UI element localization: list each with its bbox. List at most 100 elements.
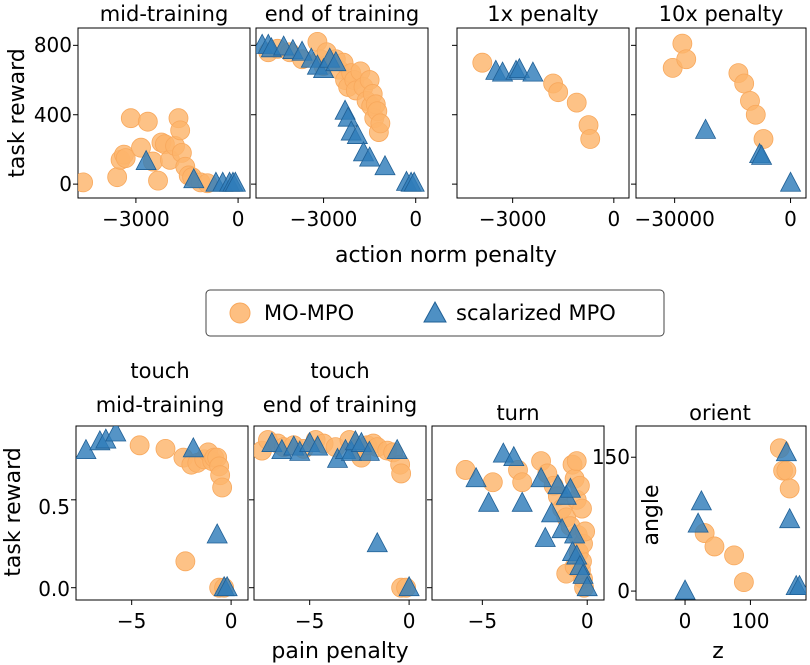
axes-frame-mid-training	[77, 27, 251, 199]
ylabel-task-reward-bottom: task reward	[1, 447, 26, 577]
scalarized-point	[694, 118, 717, 139]
points-touch_mid_training	[76, 426, 238, 598]
scalarized-point	[403, 171, 425, 192]
scalarized-point	[778, 507, 801, 529]
scalarized-point	[788, 574, 806, 596]
mompo-point	[733, 572, 754, 593]
scalarized-point	[530, 466, 552, 488]
scalarized-point	[386, 438, 408, 460]
title-10x-penalty: 10x penalty	[659, 2, 784, 26]
mompo-point	[512, 472, 533, 493]
mompo-point	[370, 113, 391, 134]
scalarized-point	[477, 491, 500, 512]
mompo-point	[779, 478, 800, 499]
chart-marks: −3000 0 −3000 0 −3000 0 −30000 0−5 0 −5 0 −5 0 0 10001…	[71, 31, 806, 633]
scalarized-point	[325, 50, 347, 72]
mompo-point	[129, 435, 150, 456]
mompo-point	[724, 545, 744, 566]
axes-frame-orient	[635, 425, 807, 601]
scalarized-point	[779, 171, 802, 192]
axes-frame-turn	[431, 425, 605, 601]
mompo-point	[704, 536, 725, 557]
scalarized-point	[306, 435, 329, 456]
mompo-point	[745, 104, 766, 125]
ytick-label-800: 800	[34, 33, 72, 57]
scalarized-point	[690, 489, 713, 511]
axes-frame-10x-penalty	[635, 27, 807, 199]
scalarized-point	[183, 167, 205, 189]
ytick-label-orient: 150	[592, 445, 630, 469]
scalarized-point	[750, 144, 773, 165]
ytick-label-orient: 0	[617, 579, 630, 603]
xtick-label-10x_penalty: −30000	[634, 207, 714, 231]
xtick-label-1x_penalty: −3000	[479, 207, 547, 231]
scalarized-point	[563, 523, 586, 544]
scalarized-point	[398, 575, 420, 597]
scalarized-point	[775, 440, 798, 462]
axes-frame-touch-mid-training	[75, 425, 249, 601]
scalarized-point	[182, 436, 204, 458]
legend-mompo-label: MO-MPO	[264, 301, 354, 325]
xlabel-pain-penalty: pain penalty	[271, 639, 408, 664]
scalarized-point	[551, 517, 573, 539]
xtick-label-orient: 100	[731, 609, 769, 633]
scalarized-point	[522, 61, 544, 82]
scalarized-point	[206, 523, 228, 544]
xlabel-z: z	[712, 639, 724, 664]
xtick-label-touch_mid_training: −5	[117, 609, 146, 633]
scalarized-point	[674, 579, 696, 600]
legend-mompo-marker	[229, 302, 251, 324]
scalarized-point	[508, 57, 531, 79]
points-end_of_training	[256, 31, 425, 192]
scalarized-point	[511, 491, 533, 512]
mompo-point	[78, 172, 94, 193]
scalarized-point	[547, 473, 569, 495]
mompo-point	[566, 92, 587, 113]
xtick-label-turn: −5	[468, 609, 497, 633]
xlabel-action-norm-penalty: action norm penalty	[335, 243, 557, 268]
xtick-label-turn: 0	[581, 609, 594, 633]
title-orient: orient	[689, 401, 751, 425]
title-turn: turn	[496, 401, 539, 425]
mompo-point	[676, 49, 697, 70]
ytick-label-0: 0	[59, 172, 72, 196]
xtick-label-10x_penalty: 0	[784, 207, 797, 231]
points-mid_training	[78, 108, 247, 194]
legend: MO-MPO scalarized MPO	[205, 289, 665, 337]
xtick-label-mid_training: −3000	[102, 207, 170, 231]
mompo-point	[107, 167, 128, 188]
mompo-point	[566, 451, 587, 472]
scalarized-point	[261, 431, 283, 452]
scalarized-point	[503, 445, 525, 467]
scalarized-point	[576, 575, 598, 597]
points-orient	[674, 438, 806, 600]
xtick-label-orient: 0	[679, 609, 692, 633]
title-touch-line1-right: touch	[310, 359, 369, 383]
mompo-point	[115, 148, 136, 169]
xtick-label-mid_training: 0	[232, 207, 245, 231]
mompo-point	[753, 129, 774, 149]
points-10x_penalty	[662, 33, 802, 192]
axes-frame-touch-end-of-training	[253, 425, 427, 601]
scalarized-point	[224, 171, 247, 192]
mompo-point	[548, 82, 569, 103]
mompo-point	[175, 551, 196, 572]
title-touch-line1-left: touch	[130, 359, 189, 383]
ylabel-angle: angle	[639, 484, 664, 545]
ytick-label-0.0: 0.0	[38, 577, 70, 601]
ytick-label-400: 400	[34, 103, 72, 127]
legend-scalarized-label: scalarized MPO	[456, 301, 616, 325]
title-end-of-training: end of training	[265, 2, 420, 26]
scalarized-point	[559, 477, 582, 498]
xtick-label-end_of_training: −3000	[290, 207, 358, 231]
xtick-label-touch_mid_training: 0	[225, 609, 238, 633]
scalarized-point	[687, 512, 709, 533]
scalarized-point	[358, 146, 381, 167]
mompo-point	[148, 170, 168, 191]
points-touch_end_of_training	[254, 429, 420, 598]
xtick-label-end_of_training: 0	[409, 207, 422, 231]
points-turn	[455, 442, 598, 598]
title-1x-penalty: 1x penalty	[487, 2, 598, 26]
ylabel-task-reward-top: task reward	[5, 48, 30, 178]
